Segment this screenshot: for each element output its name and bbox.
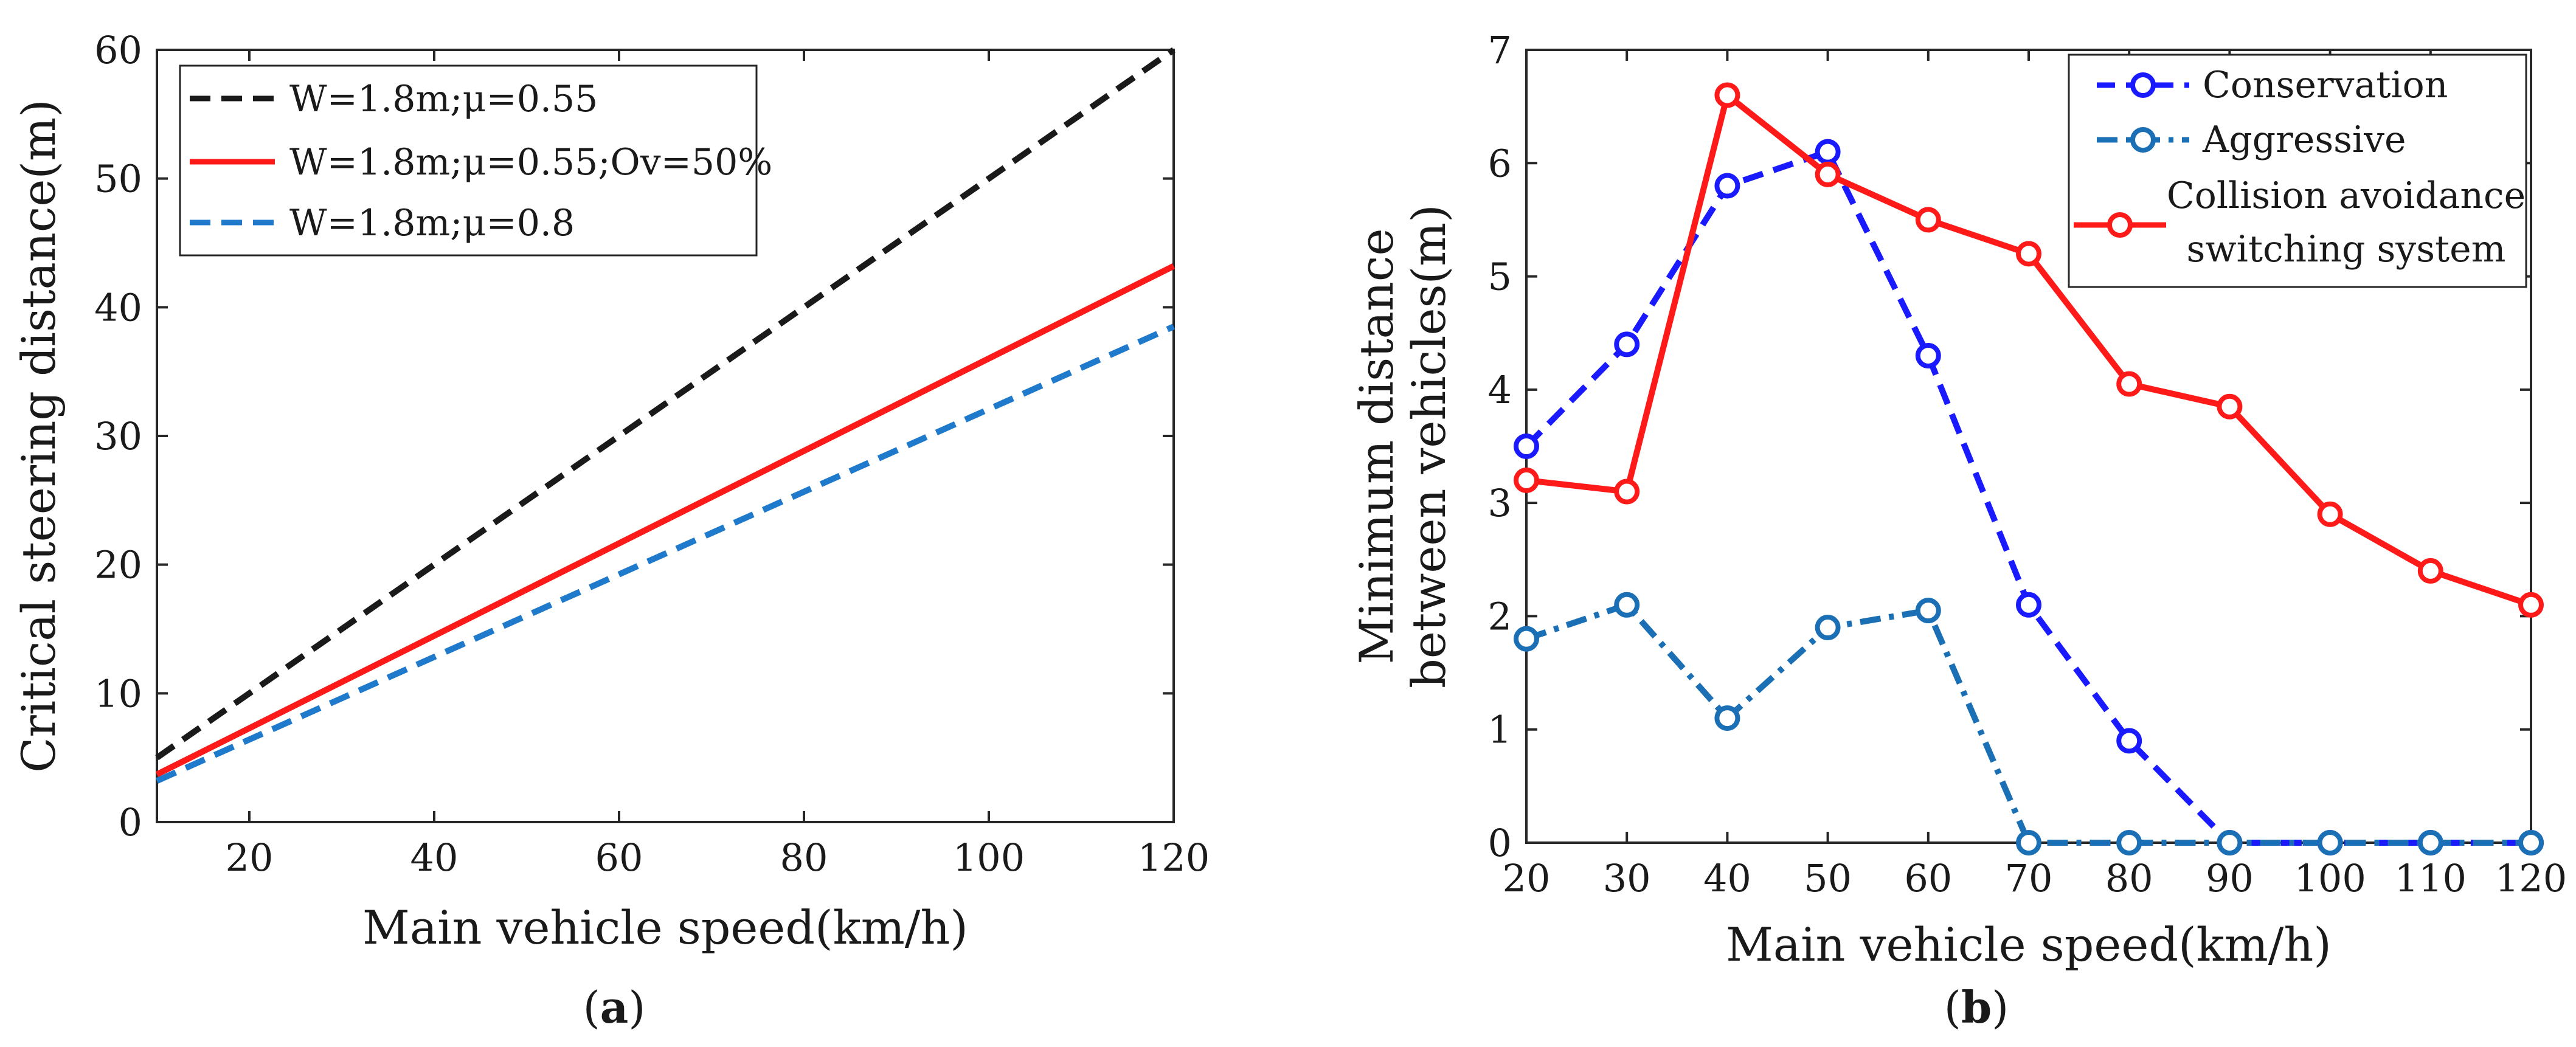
chart-a-x-tick-label: 120 [1138, 835, 1210, 880]
chart-b-series [1514, 82, 2544, 855]
chart-b-series-3-point [2217, 393, 2243, 420]
chart-b-series-3-point [2317, 501, 2343, 527]
chart-b-series-2-point [1915, 598, 1941, 624]
chart-b-series-1-point [1815, 139, 1841, 165]
chart-a-y-tick-label: 50 [94, 157, 142, 201]
chart-b-y-tick-label: 4 [1488, 368, 1512, 412]
chart-b-x-tick-label: 110 [2395, 856, 2467, 900]
chart-b-caption-letter: b [1961, 981, 1992, 1033]
chart-b-series-line-2 [1525, 601, 2531, 846]
chart-b-y-tick-label: 5 [1488, 255, 1512, 299]
chart-b-x-tick-label: 100 [2294, 856, 2366, 900]
chart-b-x-tick-label: 50 [1804, 856, 1852, 900]
chart-a-x-tick-label: 80 [780, 835, 828, 880]
chart-a-y-tick-label: 30 [94, 414, 142, 458]
chart-a-y-tick-label: 40 [94, 285, 142, 330]
chart-a-caption-letter: a [600, 981, 629, 1033]
chart-a-y-tick-label: 10 [94, 671, 142, 716]
chart-b-series-3-point [2417, 558, 2443, 584]
chart-b-series-2-point [1815, 615, 1841, 641]
chart-a-caption: (a) [583, 981, 646, 1033]
chart-b-x-tick-label: 90 [2206, 856, 2254, 900]
chart-a-legend: W=1.8m;μ=0.55 W=1.8m;μ=0.55;Ov=50% W=1.8… [179, 64, 772, 257]
chart-a-series [155, 47, 1175, 784]
chart-b-series-2-point [2518, 830, 2544, 855]
chart-b-y-axis: 0 1 2 3 4 5 6 7 [1488, 28, 2531, 865]
chart-b-x-label: Main vehicle speed(km/h) [1726, 917, 2332, 972]
chart-a-x-label: Main vehicle speed(km/h) [362, 900, 968, 955]
chart-b-x-tick-label: 70 [2005, 856, 2053, 900]
chart-b-x-tick-label: 60 [1904, 856, 1952, 900]
legend-b-marker-1 [2130, 72, 2156, 98]
chart-b-y-tick-label: 6 [1488, 141, 1512, 185]
chart-b-series-3-point [1614, 479, 1640, 505]
chart-b-series-1-point [2116, 728, 2142, 754]
chart-a-y-tick-label: 0 [119, 800, 142, 845]
chart-a-y-axis: 0 10 20 30 40 50 60 [94, 28, 1174, 845]
chart-b-y-tick-label: 0 [1488, 821, 1512, 865]
chart-a-caption-open: ( [583, 982, 600, 1033]
chart-a-x-tick-label: 40 [410, 835, 459, 880]
legend-a-label-3: W=1.8m;μ=0.8 [289, 202, 575, 244]
chart-b-y-tick-label: 7 [1488, 28, 1512, 72]
chart-b-series-3-point [2518, 592, 2544, 618]
chart-b-series-3-point [1815, 161, 1841, 187]
legend-b-label-3a: Collision avoidance [2167, 174, 2526, 217]
chart-b-series-1-point [1714, 173, 1740, 199]
chart-b-y-tick-label: 2 [1488, 594, 1512, 638]
chart-b-series-2-point [2116, 830, 2142, 855]
chart-b-caption: (b) [1944, 981, 2009, 1033]
chart-b-series-2-point [1514, 626, 1539, 652]
chart-b-series-2-point [2417, 830, 2443, 855]
chart-b-series-2-point [2217, 830, 2243, 855]
chart-b-y-tick-label: 1 [1488, 708, 1512, 752]
chart-b-series-2-point [2317, 830, 2343, 855]
chart-b-x-tick-label: 120 [2495, 856, 2567, 900]
chart-a-x-tick-label: 60 [595, 835, 643, 880]
chart-b-series-2-point [1614, 592, 1640, 618]
legend-b-marker-3 [2107, 212, 2133, 238]
chart-b-series-3-point [1514, 467, 1539, 493]
chart-a: 20 40 60 80 100 120 0 10 20 30 40 50 60 Main vehicl… [12, 28, 1210, 1033]
chart-b-y-tick-label: 3 [1488, 481, 1512, 525]
chart-a-y-label: Critical steering distance(m) [12, 99, 66, 773]
chart-b-series-3-point [2116, 371, 2142, 397]
chart-a-x-axis: 20 40 60 80 100 120 [226, 50, 1210, 880]
chart-b-series-3-point [1915, 207, 1941, 233]
chart-b: 20 30 40 50 60 70 80 90 100 110 120 0 1 2 3 4 5 6 7 Main … [1349, 28, 2567, 1033]
chart-a-y-tick-label: 20 [94, 543, 142, 587]
chart-a-y-tick-label: 60 [94, 28, 142, 72]
chart-b-series-1-point [1514, 434, 1539, 459]
chart-a-series-line-2 [155, 263, 1175, 778]
chart-a-x-tick-label: 20 [226, 835, 274, 880]
chart-b-legend: Conservation Aggressive Collision avoida… [2068, 54, 2527, 288]
chart-b-x-tick-label: 30 [1603, 856, 1651, 900]
chart-a-caption-close: ) [628, 982, 645, 1033]
chart-a-series-line-1 [155, 47, 1175, 761]
legend-b-label-2: Aggressive [2202, 119, 2406, 161]
chart-b-caption-open: ( [1944, 982, 1961, 1033]
chart-b-x-tick-label: 80 [2105, 856, 2153, 900]
chart-b-series-3-point [2016, 241, 2041, 267]
legend-b-label-1: Conservation [2203, 64, 2448, 106]
chart-b-x-tick-label: 20 [1503, 856, 1551, 900]
legend-b-label-3b: switching system [2187, 228, 2506, 271]
chart-a-x-tick-label: 100 [953, 835, 1025, 880]
chart-b-series-3-point [1714, 82, 1740, 108]
chart-b-series-1-point [1614, 331, 1640, 358]
chart-a-series-line-3 [155, 323, 1175, 784]
chart-b-x-tick-label: 40 [1703, 856, 1751, 900]
legend-a-label-1: W=1.8m;μ=0.55 [289, 78, 598, 120]
chart-b-caption-close: ) [1992, 982, 2009, 1033]
legend-b-marker-2 [2130, 127, 2156, 153]
chart-b-series-2-point [1714, 705, 1740, 731]
chart-b-series-2-point [2016, 830, 2041, 855]
legend-a-label-2: W=1.8m;μ=0.55;Ov=50% [289, 141, 772, 184]
chart-b-y-label-line-1-text: Minimum distance [1349, 229, 1404, 665]
chart-b-y-label-line-2-text: between vehicles(m) [1402, 204, 1456, 688]
chart-a-legend-box [179, 64, 758, 257]
chart-b-series-1-point [2016, 592, 2041, 618]
chart-b-series-1-point [1915, 342, 1941, 368]
